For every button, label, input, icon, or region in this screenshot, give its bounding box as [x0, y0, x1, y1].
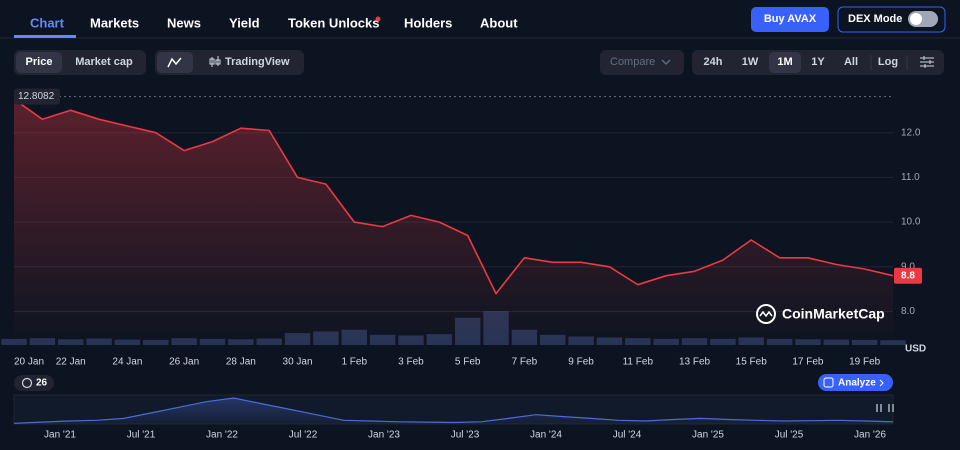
- last-value-box: [894, 267, 922, 284]
- navigator-label: Jan '24: [530, 430, 562, 441]
- navigator-label: Jan '25: [692, 430, 724, 441]
- navigator-label: Jul '25: [775, 430, 804, 441]
- max-label: 12.8082: [18, 91, 55, 102]
- nav-tab[interactable]: Holders: [404, 15, 452, 30]
- navigator-handles: [876, 404, 894, 412]
- x-tick-label: 20 Jan: [14, 357, 44, 368]
- x-tick-label: 3 Feb: [398, 357, 424, 368]
- x-tick-label: 22 Jan: [56, 357, 86, 368]
- y-tick-label: 8.0: [901, 306, 915, 317]
- y-tick-label: 10.0: [901, 217, 921, 228]
- compare-box[interactable]: [600, 50, 684, 75]
- navigator-label: Jul '24: [613, 430, 642, 441]
- analyze-chevron: [879, 379, 884, 387]
- x-tick-label: 17 Feb: [792, 357, 824, 368]
- analyze-button[interactable]: [818, 374, 893, 391]
- nav-tab[interactable]: Markets: [90, 15, 139, 30]
- navigator-area: [14, 398, 893, 424]
- nav-tab[interactable]: News: [167, 15, 201, 30]
- navigator-label: Jan '22: [206, 430, 238, 441]
- x-tick-label: 24 Jan: [112, 357, 142, 368]
- watermark: CoinMarketCap: [782, 306, 885, 322]
- y-tick-label: 9.0: [901, 261, 915, 272]
- navigator-line: [13, 397, 894, 424]
- price-line: [13, 98, 894, 295]
- watermark-logo: [756, 304, 776, 324]
- max-label-box: [14, 88, 60, 105]
- analyze-label: Analyze: [838, 378, 876, 389]
- navigator-label: Jan '26: [854, 430, 886, 441]
- x-tick-label: 19 Feb: [849, 357, 881, 368]
- last-value-label: 8.8: [901, 270, 915, 281]
- x-tick-label: 13 Feb: [679, 357, 711, 368]
- dex-mode-label: DEX Mode: [848, 13, 902, 25]
- navigator-label: Jan '23: [368, 430, 400, 441]
- y-tick-label: 12.0: [901, 127, 921, 138]
- x-tick-label: 1 Feb: [341, 357, 367, 368]
- x-tick-label: 15 Feb: [736, 357, 768, 368]
- range-button[interactable]: 1M: [777, 56, 792, 68]
- x-tick-label: 26 Jan: [169, 357, 199, 368]
- settings-icon: [920, 56, 934, 68]
- compare-chevron: [661, 59, 671, 65]
- analyze-icon: [823, 377, 834, 388]
- count-label: 26: [36, 378, 48, 389]
- range-group: [692, 50, 944, 75]
- active-tab-underline: [14, 35, 76, 38]
- range-button[interactable]: 1W: [742, 56, 759, 68]
- x-tick-label: 11 Feb: [623, 357, 654, 368]
- nav-tab[interactable]: Token Unlocks: [288, 15, 380, 30]
- price-area: [14, 99, 893, 345]
- currency-label: USD: [905, 344, 926, 355]
- nav-tab[interactable]: Chart: [30, 15, 65, 30]
- range-button[interactable]: Log: [878, 56, 898, 68]
- navigator-label: Jan '21: [44, 430, 76, 441]
- x-tick-label: 7 Feb: [512, 357, 538, 368]
- range-active: [769, 52, 801, 73]
- mode-button[interactable]: Price: [26, 56, 53, 68]
- navigator-label: Jul '22: [289, 430, 318, 441]
- nav-tab[interactable]: About: [480, 15, 518, 30]
- navigator-label: Jul '23: [451, 430, 480, 441]
- x-tick-label: 30 Jan: [283, 357, 313, 368]
- x-tick-label: 9 Feb: [568, 357, 594, 368]
- mode-button[interactable]: Market cap: [75, 56, 133, 68]
- buy-button[interactable]: [751, 7, 829, 32]
- x-tick-label: 28 Jan: [226, 357, 256, 368]
- range-button[interactable]: 24h: [704, 56, 723, 68]
- watermark-logo-mark: [759, 310, 773, 318]
- tradingview-button[interactable]: TradingView: [225, 56, 290, 68]
- range-button[interactable]: 1Y: [811, 56, 825, 68]
- x-tick-label: 5 Feb: [455, 357, 481, 368]
- compare-label: Compare: [610, 56, 655, 68]
- candle-icon: [209, 56, 221, 67]
- count-badge[interactable]: [14, 375, 54, 391]
- navigator-label: Jul '21: [127, 430, 156, 441]
- line-icon: [167, 57, 182, 68]
- notification-dot: [375, 16, 381, 22]
- buy-button-label: Buy AVAX: [764, 13, 817, 25]
- range-button[interactable]: All: [844, 56, 858, 68]
- mode-active: [16, 52, 62, 73]
- count-icon: [21, 377, 33, 389]
- dex-toggle-knob: [910, 13, 922, 25]
- y-tick-label: 11.0: [901, 172, 920, 183]
- dex-mode-box[interactable]: [837, 6, 946, 33]
- nav-tab[interactable]: Yield: [229, 15, 260, 30]
